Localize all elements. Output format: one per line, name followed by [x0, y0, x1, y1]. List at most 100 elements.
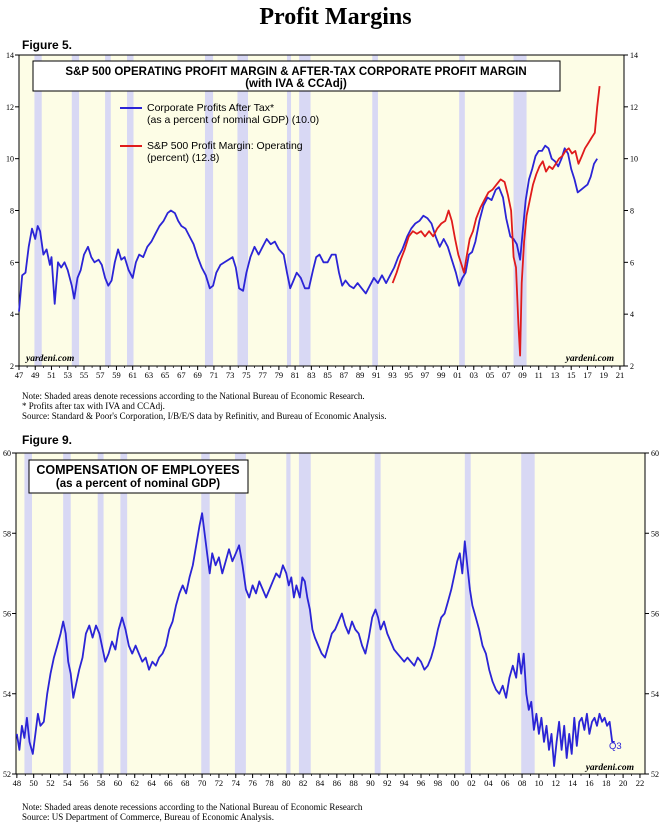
- figure5-note-3: Source: Standard & Poor's Corporation, I…: [22, 411, 387, 421]
- fig9-recession-band: [521, 453, 535, 774]
- figure9-title-box: COMPENSATION OF EMPLOYEES (as a percent …: [28, 459, 249, 494]
- fig5-recession-band: [204, 55, 214, 366]
- fig9-xtick-label: 70: [198, 778, 207, 788]
- fig5-ytick-label-right: 6: [630, 258, 634, 267]
- fig9-xtick-label: 84: [316, 778, 325, 788]
- fig9-ytick-label-right: 60: [651, 449, 659, 458]
- legend-red-line1: S&P 500 Profit Margin: Operating: [147, 140, 303, 152]
- fig9-xtick-label: 52: [46, 778, 55, 788]
- fig9-xtick-label: 88: [349, 778, 358, 788]
- fig9-xtick-label: 78: [265, 778, 274, 788]
- fig9-ytick-label-right: 58: [651, 529, 659, 538]
- fig9-xtick-label: 22: [636, 778, 645, 788]
- fig9-xtick-label: 80: [282, 778, 291, 788]
- fig9-ytick-label-left: 56: [3, 610, 11, 619]
- fig5-ytick-label-left: 8: [10, 207, 14, 216]
- fig5-xtick-label: 65: [161, 370, 170, 380]
- legend-red-line2: (percent) (12.8): [147, 152, 219, 164]
- fig5-xtick-label: 95: [405, 370, 414, 380]
- fig5-xtick-label: 13: [551, 370, 560, 380]
- fig5-xtick-label: 79: [275, 370, 284, 380]
- figure9-note-1: Note: Shaded areas denote recessions acc…: [22, 802, 363, 812]
- fig5-recession-band: [459, 55, 465, 366]
- fig9-xtick-label: 92: [383, 778, 392, 788]
- fig9-xtick-label: 64: [147, 778, 156, 788]
- fig9-ytick-label-left: 58: [3, 529, 11, 538]
- fig5-xtick-label: 69: [193, 370, 202, 380]
- fig9-recession-band: [63, 453, 71, 774]
- fig9-xtick-label: 02: [467, 778, 476, 788]
- fig9-ytick-label-right: 54: [651, 690, 659, 699]
- fig9-xtick-label: 94: [400, 778, 409, 788]
- fig5-ytick-label-left: 14: [6, 51, 14, 60]
- fig5-xtick-label: 07: [502, 370, 511, 380]
- fig5-xtick-label: 83: [307, 370, 316, 380]
- fig5-recession-band: [286, 55, 292, 366]
- fig9-xtick-label: 18: [602, 778, 611, 788]
- figure5-title-line2: (with IVA & CCAdj): [245, 78, 347, 90]
- figure5-note-1: Note: Shaded areas denote recessions acc…: [22, 391, 365, 401]
- fig5-ytick-label-right: 12: [630, 103, 638, 112]
- fig5-xtick-label: 03: [470, 370, 479, 380]
- fig5-xtick-label: 61: [128, 370, 137, 380]
- fig5-recession-band: [372, 55, 378, 366]
- fig5-xtick-label: 19: [599, 370, 608, 380]
- fig5-xtick-label: 99: [437, 370, 446, 380]
- figure5-notes: Note: Shaded areas denote recessions acc…: [22, 391, 386, 421]
- fig5-xtick-label: 21: [616, 370, 625, 380]
- fig5-xtick-label: 73: [226, 370, 235, 380]
- fig9-xtick-label: 20: [619, 778, 628, 788]
- figure5-watermark-left: yardeni.com: [25, 354, 74, 364]
- fig5-ytick-label-right: 2: [630, 362, 634, 371]
- fig9-plot-area: [16, 453, 645, 774]
- figure9-q3-label: Q3: [609, 741, 622, 752]
- fig5-xtick-label: 47: [15, 370, 24, 380]
- fig5-ytick-label-right: 14: [630, 51, 638, 60]
- fig9-recession-band: [286, 453, 291, 774]
- fig9-xtick-label: 74: [232, 778, 241, 788]
- fig9-xtick-label: 96: [417, 778, 426, 788]
- figure9-label: Figure 9.: [22, 433, 73, 447]
- fig5-xtick-label: 67: [177, 370, 186, 380]
- fig5-xtick-label: 71: [210, 370, 219, 380]
- fig5-xtick-label: 89: [356, 370, 365, 380]
- figure9-title-line1: COMPENSATION OF EMPLOYEES: [36, 463, 239, 477]
- fig5-series-red-line: [391, 85, 601, 357]
- fig9-xtick-label: 08: [518, 778, 527, 788]
- fig9-recession-band: [24, 453, 32, 774]
- fig9-ytick-label-left: 60: [3, 449, 11, 458]
- fig5-recession-band: [105, 55, 111, 366]
- fig9-xtick-label: 90: [366, 778, 375, 788]
- fig9-xtick-label: 56: [80, 778, 89, 788]
- fig5-xtick-label: 51: [47, 370, 56, 380]
- fig9-xtick-label: 86: [333, 778, 342, 788]
- fig9-xtick-label: 04: [484, 778, 493, 788]
- fig5-xtick-label: 53: [63, 370, 72, 380]
- fig5-xtick-label: 09: [518, 370, 527, 380]
- figure9-notes: Note: Shaded areas denote recessions acc…: [22, 802, 362, 822]
- fig5-ytick-label-right: 8: [630, 207, 634, 216]
- figure5-label: Figure 5.: [22, 38, 73, 52]
- fig5-ytick-label-left: 12: [6, 103, 14, 112]
- fig9-xtick-label: 16: [585, 778, 594, 788]
- fig5-xtick-label: 05: [486, 370, 495, 380]
- fig5-xtick-label: 57: [96, 370, 105, 380]
- fig5-xtick-label: 15: [567, 370, 576, 380]
- fig5-recession-band: [237, 55, 249, 366]
- fig5-xtick-label: 55: [80, 370, 89, 380]
- fig9-xtick-label: 72: [215, 778, 224, 788]
- fig9-xtick-label: 00: [450, 778, 459, 788]
- fig5-series-blue-line: [18, 144, 598, 312]
- fig5-recession-band: [127, 55, 134, 366]
- fig9-recession-band: [120, 453, 128, 774]
- fig9-ytick-label-right: 56: [651, 610, 659, 619]
- fig9-xtick-label: 12: [551, 778, 560, 788]
- legend-blue-line2: (as a percent of nominal GDP) (10.0): [147, 114, 319, 126]
- fig9-xtick-label: 06: [501, 778, 510, 788]
- fig9-xtick-label: 66: [164, 778, 173, 788]
- fig5-xtick-label: 49: [31, 370, 40, 380]
- fig5-xtick-label: 63: [145, 370, 154, 380]
- fig5-xtick-label: 85: [323, 370, 332, 380]
- fig5-ytick-label-right: 10: [630, 155, 638, 164]
